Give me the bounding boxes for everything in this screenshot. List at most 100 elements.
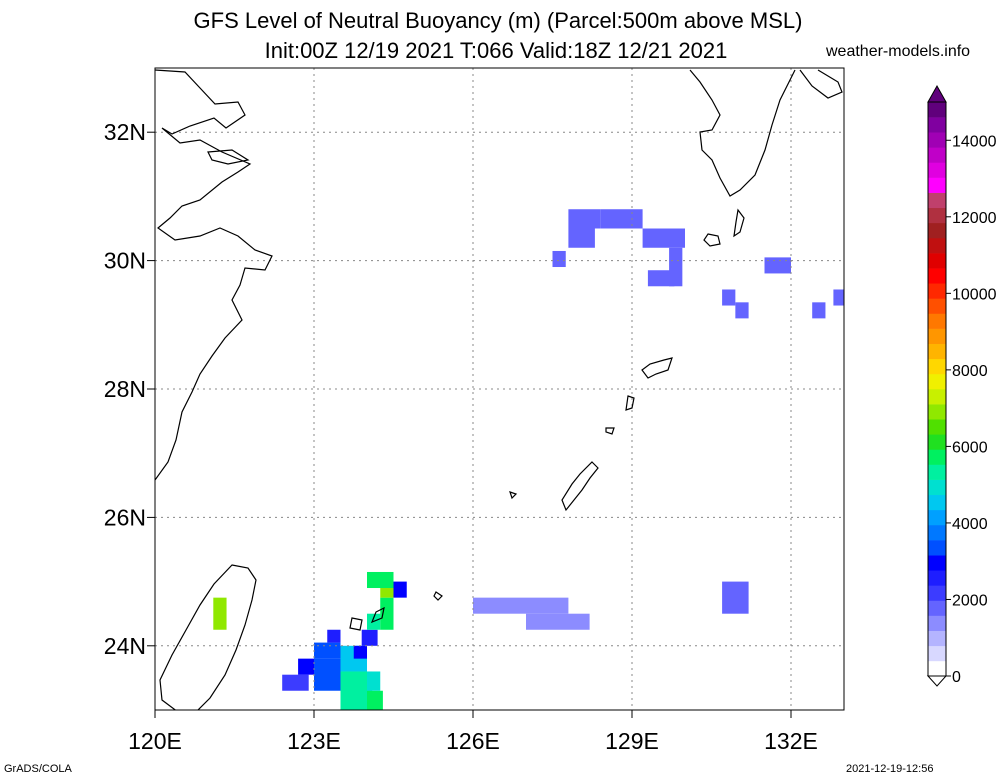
colorbar-swatch <box>928 600 946 616</box>
lnb-cell <box>764 257 791 274</box>
coast-kyushu-south <box>689 69 796 197</box>
coast-yakushima <box>703 233 721 247</box>
colorbar-swatch <box>928 162 946 178</box>
colorbar-swatch <box>928 585 946 601</box>
colorbar-swatch <box>928 464 946 480</box>
lnb-cell <box>526 613 590 630</box>
lon-tick-label: 132E <box>764 728 818 754</box>
lat-tick-label: 30N <box>104 248 146 274</box>
colorbar-swatch <box>928 283 946 299</box>
colorbar-swatch <box>928 524 946 541</box>
colorbar-swatch <box>928 434 946 450</box>
lnb-cell <box>812 302 826 319</box>
colorbar-swatch <box>928 343 946 360</box>
lnb-cell <box>367 690 383 710</box>
lnb-cell <box>361 629 378 646</box>
lat-tick-label: 26N <box>104 504 146 530</box>
colorbar-tick-label: 2000 <box>952 592 988 609</box>
colorbar-swatch <box>928 570 946 586</box>
lnb-cell <box>642 228 685 248</box>
colorbar-swatch <box>928 207 946 224</box>
colorbar-swatch <box>928 419 946 435</box>
lnb-cell <box>393 581 407 598</box>
lnb-cell <box>380 597 394 630</box>
colorbar-tick-label: 12000 <box>952 210 997 227</box>
colorbar-swatch <box>928 147 946 163</box>
colorbar-tick-label: 4000 <box>952 516 988 533</box>
colorbar-tick-label: 0 <box>952 669 961 686</box>
footer-timestamp: 2021-12-19-12:56 <box>846 763 934 775</box>
colorbar-swatch <box>928 237 946 254</box>
colorbar-swatch <box>928 509 946 526</box>
colorbar-swatch <box>928 660 946 677</box>
lnb-cell <box>314 658 341 691</box>
lat-tick-label: 28N <box>104 376 146 402</box>
coast-kyushu <box>799 69 843 99</box>
colorbar-max-arrow <box>927 84 947 103</box>
graticule <box>147 68 844 718</box>
lat-axis: 24N 26N 28N 30N 32N <box>104 119 146 659</box>
lon-axis: 120E 123E 126E 129E 132E <box>128 728 818 754</box>
lon-tick-label: 120E <box>128 728 182 754</box>
lon-tick-label: 123E <box>287 728 341 754</box>
colorbar-swatch <box>928 222 946 239</box>
colorbar-swatch <box>928 540 946 556</box>
colorbar-swatch <box>928 328 946 344</box>
lnb-cell <box>722 289 736 306</box>
coast-miyako <box>433 591 443 601</box>
colorbar-swatch <box>928 253 946 269</box>
colorbar-swatch <box>928 630 946 647</box>
map-subtitle: Init:00Z 12/19 2021 T:066 Valid:18Z 12/2… <box>264 38 728 63</box>
lnb-cell <box>568 209 601 229</box>
coast-ishigaki <box>370 606 385 624</box>
coast-china <box>155 69 273 481</box>
map-title: GFS Level of Neutral Buoyancy (m) (Parce… <box>193 8 803 33</box>
lnb-cell <box>600 209 643 229</box>
colorbar-swatch <box>928 645 946 662</box>
colorbar-tick-label: 14000 <box>952 133 997 150</box>
colorbar-swatch <box>928 192 946 209</box>
colorbar-swatch <box>928 358 946 375</box>
lnb-cell <box>314 642 341 659</box>
brand-label: weather-models.info <box>826 43 971 60</box>
lnb-cell <box>735 302 749 319</box>
plot-frame <box>154 67 845 711</box>
footer-software: GrADS/COLA <box>4 763 72 775</box>
colorbar-swatch <box>928 389 946 405</box>
lnb-cell <box>833 289 844 306</box>
colorbar-swatch <box>928 102 946 118</box>
lnb-cell <box>213 597 227 630</box>
lnb-cell <box>568 228 595 248</box>
colorbar-tick-label: 10000 <box>952 286 997 303</box>
lnb-cell <box>473 597 569 614</box>
colorbar-swatch <box>928 117 946 133</box>
colorbar-swatch <box>928 313 946 329</box>
colorbar <box>926 84 948 687</box>
colorbar-swatch <box>928 373 946 390</box>
colorbar-swatch <box>928 177 946 193</box>
colorbar-swatch <box>928 479 946 496</box>
colorbar-swatch <box>928 132 946 148</box>
colorbar-swatch <box>928 449 946 465</box>
coast-iriomote <box>349 617 363 631</box>
colorbar-swatch <box>928 268 946 284</box>
coast-okinoerabu <box>605 427 615 435</box>
lon-tick-label: 126E <box>446 728 500 754</box>
lnb-field <box>213 209 844 710</box>
coast-kerama <box>509 491 518 500</box>
lnb-cell <box>367 571 394 589</box>
coast-amami <box>641 357 673 379</box>
lnb-cell <box>552 250 566 268</box>
colorbar-tick-label: 8000 <box>952 363 988 380</box>
colorbar-swatch <box>928 494 946 511</box>
coast-estuary <box>207 149 250 165</box>
coastlines <box>155 69 843 710</box>
lon-tick-label: 129E <box>605 728 659 754</box>
coast-okinawa <box>561 461 599 512</box>
lat-tick-label: 24N <box>104 633 146 659</box>
lnb-cell <box>327 629 341 643</box>
colorbar-labels: 0 2000 4000 6000 8000 10000 12000 14000 <box>946 133 997 686</box>
colorbar-swatch <box>928 555 946 571</box>
coast-tanegashima <box>733 208 745 238</box>
